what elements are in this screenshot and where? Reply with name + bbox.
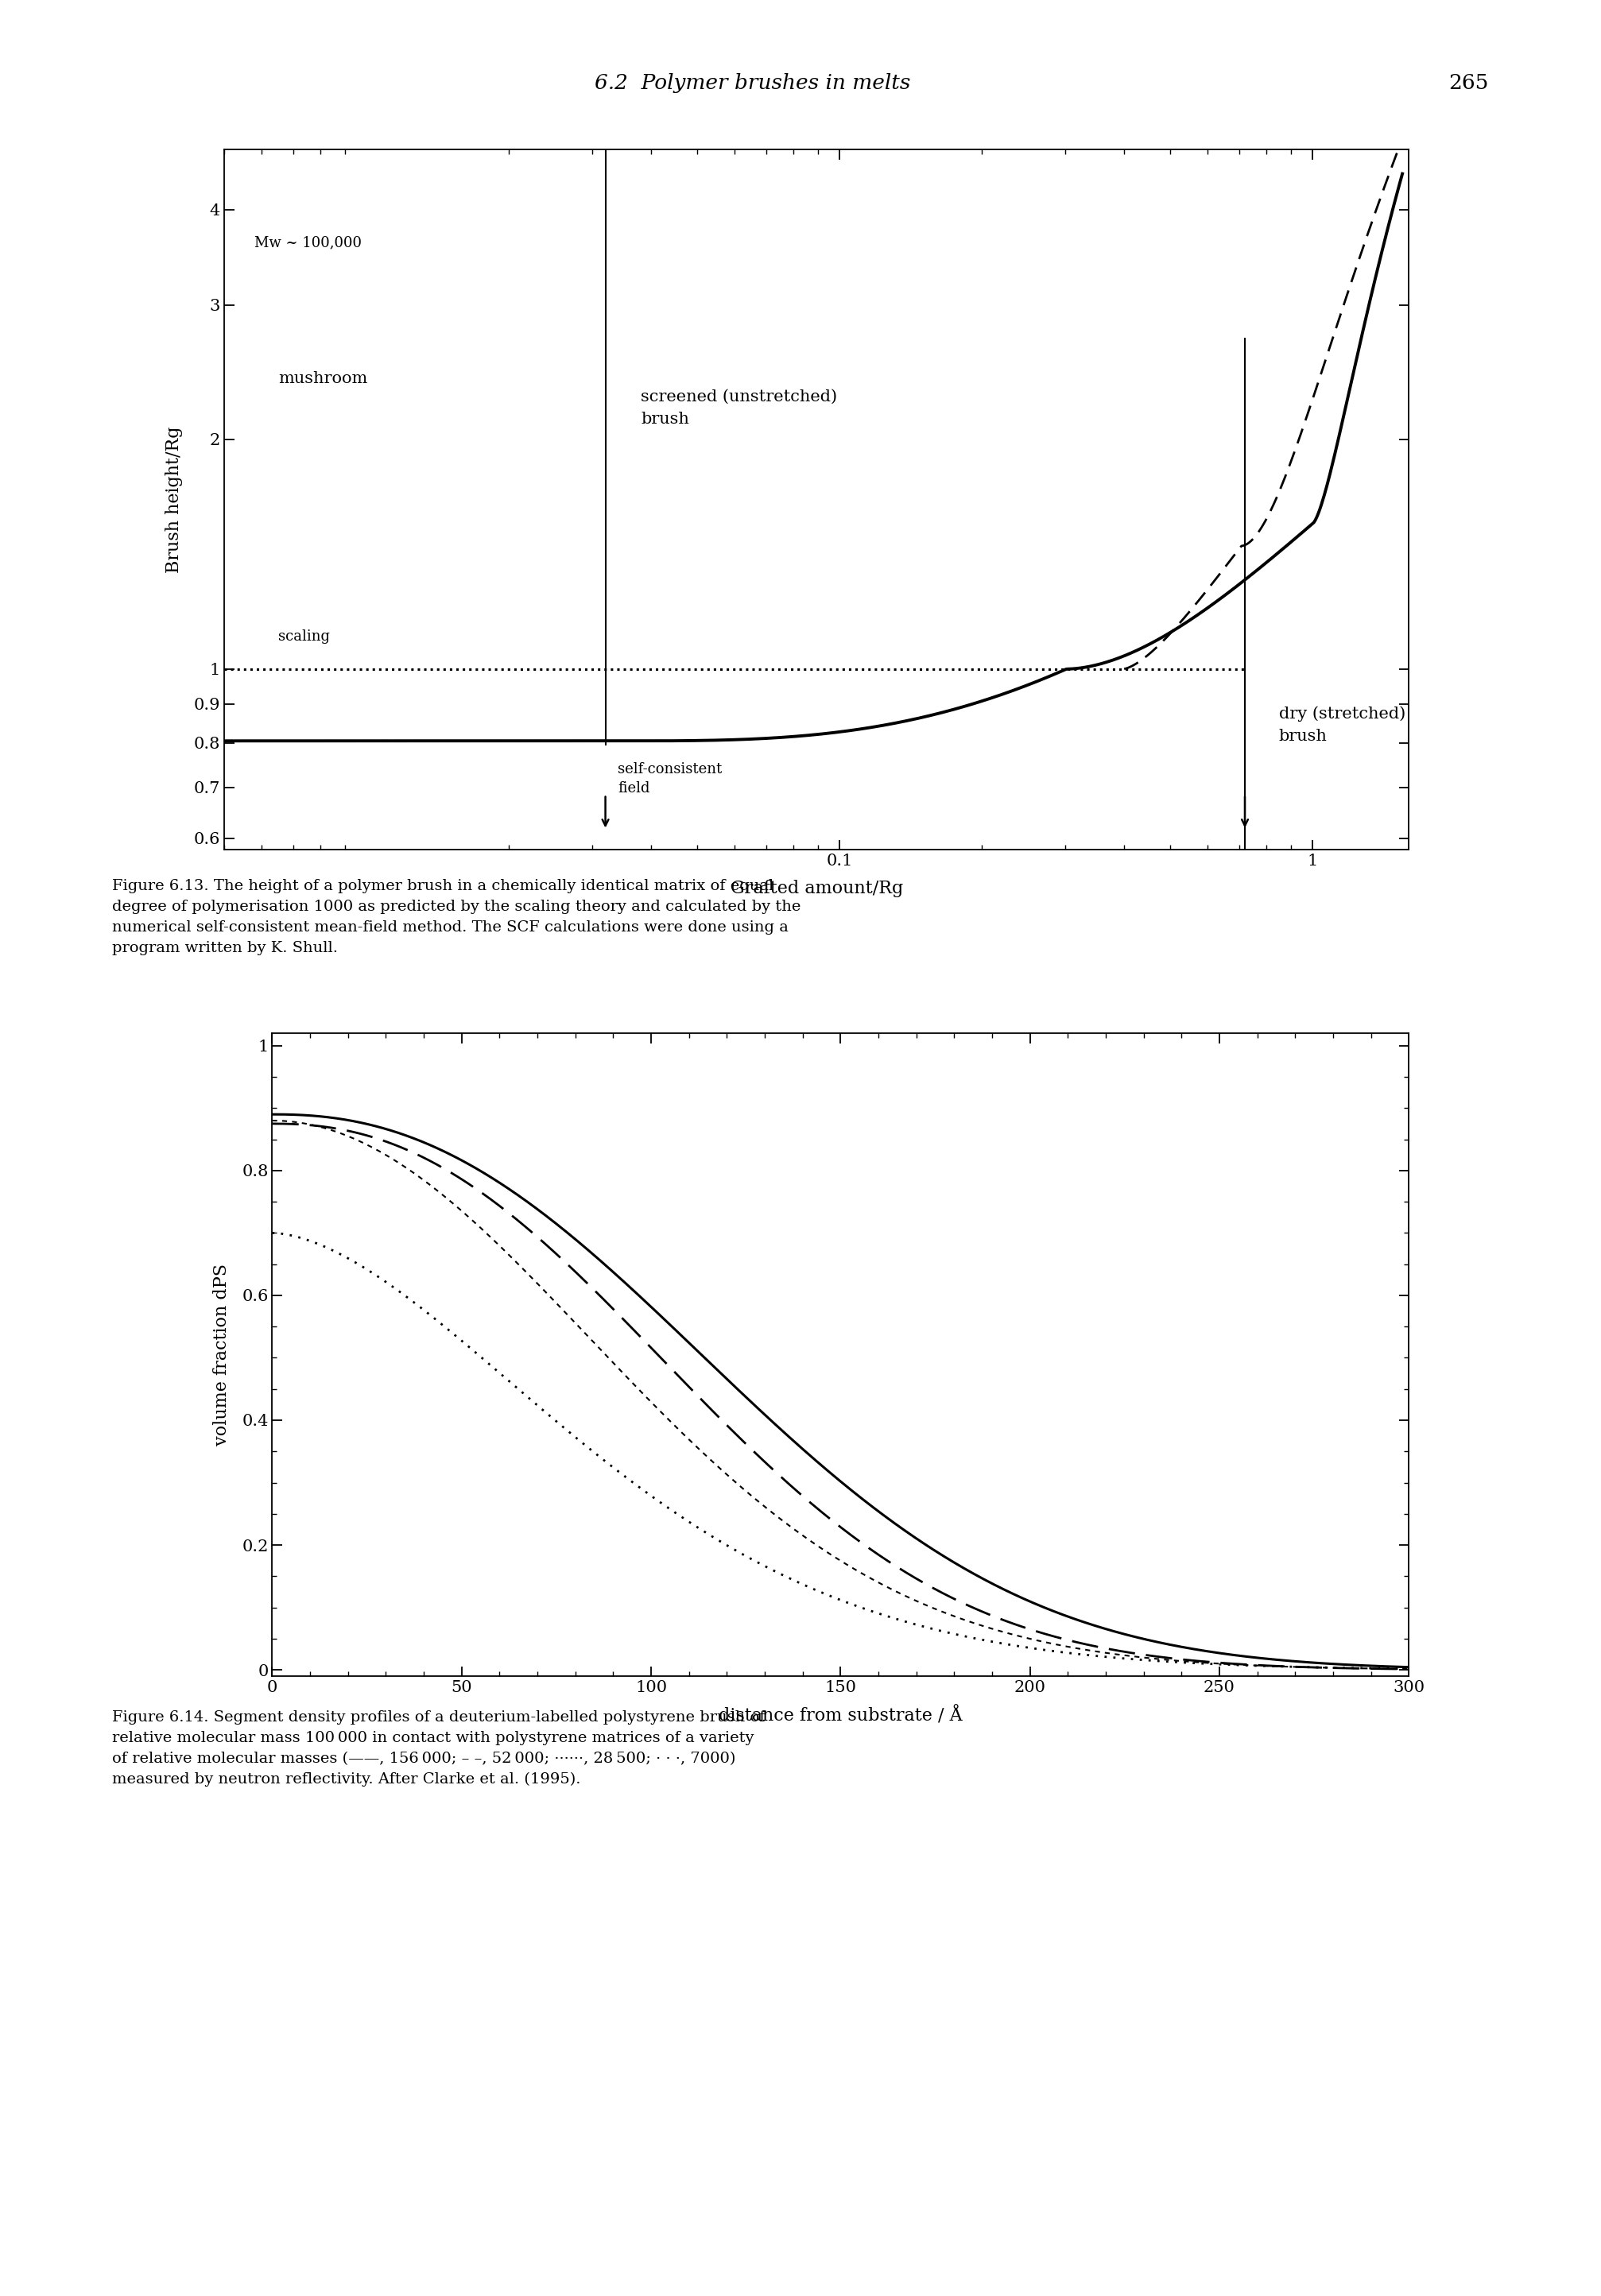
Y-axis label: volume fraction dPS: volume fraction dPS [213, 1263, 231, 1446]
Text: Figure 6.13. The height of a polymer brush in a chemically identical matrix of e: Figure 6.13. The height of a polymer bru… [112, 879, 800, 955]
Y-axis label: Brush height/Rg: Brush height/Rg [165, 427, 183, 572]
Text: self-consistent
field: self-consistent field [618, 762, 722, 794]
Text: Figure 6.14. Segment density profiles of a deuterium-labelled polystyrene brush : Figure 6.14. Segment density profiles of… [112, 1711, 765, 1786]
Text: 265: 265 [1449, 73, 1489, 94]
Text: mushroom: mushroom [279, 372, 367, 386]
Text: scaling: scaling [279, 629, 330, 643]
X-axis label: Grafted amount/Rg: Grafted amount/Rg [730, 879, 903, 898]
Text: screened (unstretched)
brush: screened (unstretched) brush [640, 388, 837, 427]
Text: dry (stretched)
brush: dry (stretched) brush [1279, 705, 1406, 744]
X-axis label: distance from substrate / Å: distance from substrate / Å [719, 1706, 962, 1724]
Text: Mw ~ 100,000: Mw ~ 100,000 [255, 236, 362, 250]
Text: 6.2  Polymer brushes in melts: 6.2 Polymer brushes in melts [594, 73, 911, 94]
